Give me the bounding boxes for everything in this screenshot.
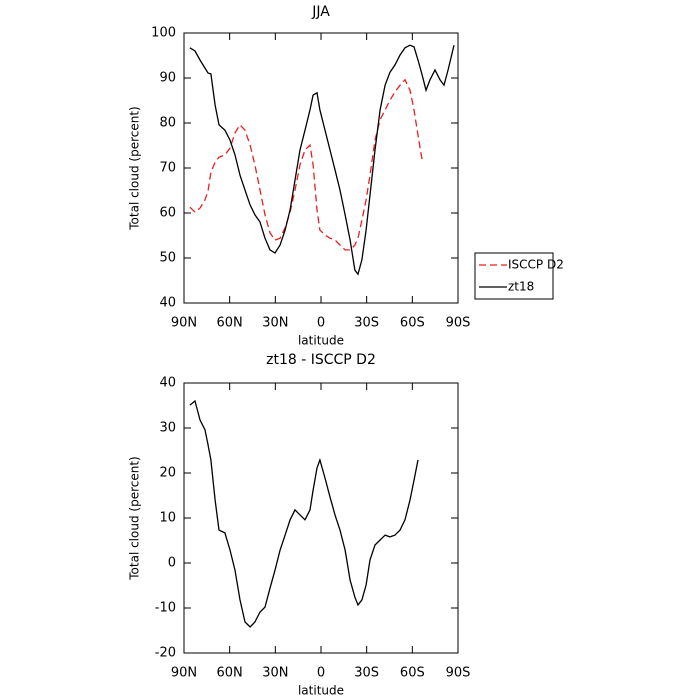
y-tick-label: 30: [159, 421, 176, 436]
x-tick-label: 60N: [217, 316, 243, 331]
plot-frame: [183, 382, 459, 654]
chart-title: zt18 - ISCCP D2: [266, 352, 376, 368]
y-tick-label: 40: [159, 296, 176, 311]
y-tick-label: 90: [159, 71, 176, 86]
series-line: [189, 399, 419, 628]
chart-title: JJA: [311, 4, 330, 20]
x-axis-label: latitude: [298, 684, 344, 698]
x-tick-label: 30N: [262, 666, 288, 681]
x-tick-label: 30S: [354, 316, 379, 331]
y-tick-label: -20: [155, 646, 176, 661]
y-tick-label: 80: [159, 116, 176, 131]
x-tick-label: 90S: [446, 316, 471, 331]
x-tick-label: 90N: [171, 666, 197, 681]
x-tick-label: 0: [317, 316, 325, 331]
y-tick-label: 40: [159, 376, 176, 391]
y-tick-label: 20: [159, 466, 176, 481]
y-tick-label: 50: [159, 251, 176, 266]
x-tick-label: 30N: [262, 316, 288, 331]
y-tick-label: 10: [159, 511, 176, 526]
y-axis-label: Total cloud (percent): [128, 106, 142, 230]
x-tick-label: 60S: [400, 316, 425, 331]
y-tick-label: 0: [168, 556, 176, 571]
legend-label: zt18: [508, 280, 534, 294]
x-tick-label: 90S: [446, 666, 471, 681]
x-tick-label: 60N: [217, 666, 243, 681]
series-line: [189, 78, 423, 251]
plot-frame: [183, 32, 459, 304]
x-tick-label: 0: [317, 666, 325, 681]
series-line: [189, 44, 455, 276]
x-tick-label: 90N: [171, 316, 197, 331]
legend-box: [474, 252, 554, 300]
legend-label: ISCCP D2: [508, 258, 564, 272]
x-axis-label: latitude: [298, 334, 344, 348]
y-axis-label: Total cloud (percent): [128, 456, 142, 580]
x-tick-label: 30S: [354, 666, 379, 681]
y-tick-label: -10: [155, 601, 176, 616]
y-tick-label: 100: [151, 26, 176, 41]
x-tick-label: 60S: [400, 666, 425, 681]
y-tick-label: 60: [159, 206, 176, 221]
y-tick-label: 70: [159, 161, 176, 176]
